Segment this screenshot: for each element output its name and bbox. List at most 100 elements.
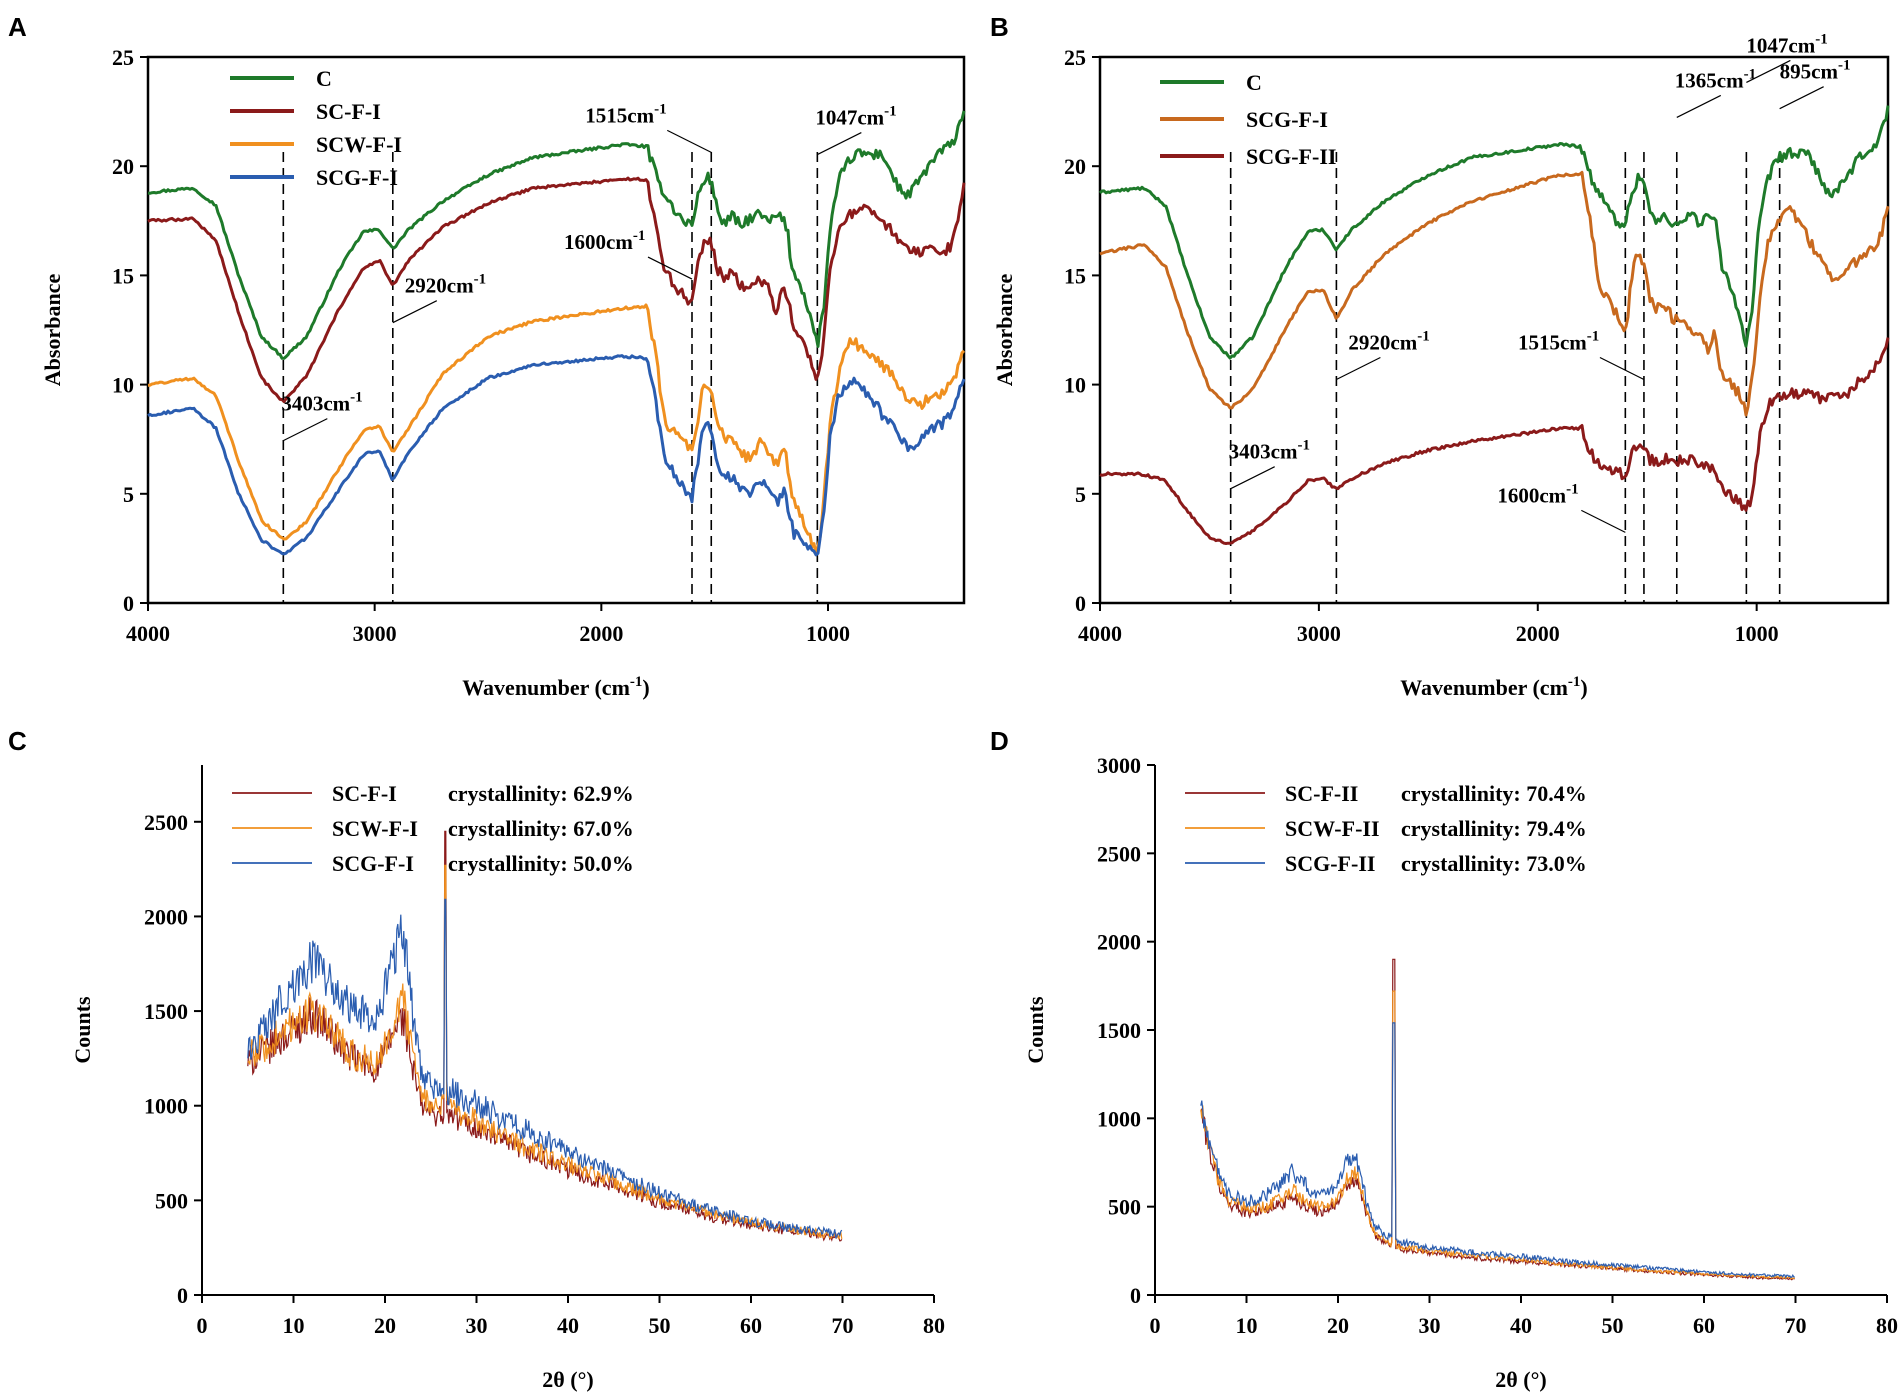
series-line-SCG-F-II xyxy=(1200,1022,1795,1279)
legend-label: SCW-F-I xyxy=(316,132,402,157)
x-tick-label: 80 xyxy=(1876,1313,1898,1338)
x-tick-label: 3000 xyxy=(1297,621,1341,646)
y-tick-label: 1500 xyxy=(1097,1018,1141,1043)
panel-label-d: D xyxy=(990,726,1009,756)
series-line-SC-F-I xyxy=(147,176,966,404)
annotation-leader xyxy=(1336,356,1381,381)
x-tick-label: 60 xyxy=(740,1313,762,1338)
series-line-SCW-F-I xyxy=(247,864,843,1240)
peak-annotation: 1047cm-1 xyxy=(1746,31,1827,57)
series-line-SCW-F-II xyxy=(1200,990,1795,1280)
y-axis-title: Absorbance xyxy=(992,274,1017,387)
x-tick-label: 1000 xyxy=(806,621,850,646)
panel-c-xrd-chart: 0 500 1000 1500 2000 2500 0 10 20 30 40 50 60 70 80 2θ … xyxy=(70,765,945,1392)
panel-label-c: C xyxy=(8,726,27,756)
crystallinity-label: crystallinity: 73.0% xyxy=(1401,851,1587,876)
x-tick-label: 10 xyxy=(283,1313,305,1338)
x-tick-label: 30 xyxy=(1419,1313,1441,1338)
x-tick-label: 70 xyxy=(832,1313,854,1338)
legend-label: SCW-F-II xyxy=(1285,816,1380,841)
y-axis-title: Counts xyxy=(70,996,95,1064)
panel-b-ftir-chart: 0 5 10 15 20 25 4000 3000 2000 1000 Wavenumber (cm… xyxy=(992,31,1890,700)
x-tick-label: 4000 xyxy=(126,621,170,646)
y-axis-title: Absorbance xyxy=(40,274,65,387)
x-tick-label: 0 xyxy=(197,1313,208,1338)
annotation-leader xyxy=(1779,86,1824,110)
y-tick-label: 1000 xyxy=(144,1094,188,1119)
peak-annotation: 895cm-1 xyxy=(1780,58,1851,84)
y-tick-label: 2500 xyxy=(1097,841,1141,866)
x-tick-label: 4000 xyxy=(1078,621,1122,646)
x-tick-label: 40 xyxy=(557,1313,579,1338)
series-line-C xyxy=(1098,105,1890,360)
annotation-leader xyxy=(1746,59,1791,84)
annotation-leader xyxy=(1230,466,1275,490)
series-line-SC-F-II xyxy=(1200,958,1795,1281)
series-line-C xyxy=(147,110,966,360)
y-tick-label: 2500 xyxy=(144,810,188,835)
y-tick-label: 0 xyxy=(177,1283,188,1308)
x-tick-label: 3000 xyxy=(353,621,397,646)
panel-d-xrd-chart: 0 500 1000 1500 2000 2500 3000 0 10 20 30 40 50 60 70 8… xyxy=(1023,753,1898,1392)
legend-label: SCG-F-II xyxy=(1246,144,1336,169)
crystallinity-label: crystallinity: 50.0% xyxy=(448,851,634,876)
legend-label: C xyxy=(1246,70,1262,95)
x-tick-label: 30 xyxy=(466,1313,488,1338)
y-tick-label: 10 xyxy=(1064,373,1086,398)
peak-annotation: 2920cm-1 xyxy=(1348,328,1429,354)
series-line-SCG-F-I xyxy=(147,354,966,557)
panel-a-ftir-chart: 0 5 10 15 20 25 4000 3000 2000 1000 Wavenumber (cm… xyxy=(40,45,966,700)
y-tick-label: 0 xyxy=(1130,1283,1141,1308)
annotation-leader xyxy=(392,300,438,324)
x-tick-label: 70 xyxy=(1785,1313,1807,1338)
series-line-SCG-F-I xyxy=(247,898,843,1239)
y-tick-label: 0 xyxy=(1075,591,1086,616)
x-axis-title: Wavenumber (cm-1) xyxy=(462,674,649,700)
annotation-leader xyxy=(817,132,862,156)
peak-annotation: 2920cm-1 xyxy=(405,272,486,298)
legend-label: SCW-F-I xyxy=(332,816,418,841)
y-axis-title: Counts xyxy=(1023,996,1048,1064)
y-tick-label: 0 xyxy=(123,591,134,616)
x-tick-label: 50 xyxy=(649,1313,671,1338)
legend-label: SCG-F-II xyxy=(1285,851,1375,876)
x-axis-title: Wavenumber (cm-1) xyxy=(1400,674,1587,700)
x-tick-label: 2000 xyxy=(579,621,623,646)
x-axis-title: 2θ (°) xyxy=(1495,1367,1546,1392)
legend-label: SCG-F-I xyxy=(316,165,398,190)
y-tick-label: 15 xyxy=(1064,263,1086,288)
peak-annotation: 1515cm-1 xyxy=(1518,328,1599,354)
crystallinity-label: crystallinity: 67.0% xyxy=(448,816,634,841)
panel-label-a: A xyxy=(8,12,27,42)
y-tick-label: 5 xyxy=(123,482,134,507)
plot-frame xyxy=(1098,55,1890,605)
y-tick-label: 2000 xyxy=(1097,930,1141,955)
series-line-SCW-F-I xyxy=(148,303,966,557)
legend-label: SC-F-II xyxy=(1285,781,1358,806)
y-tick-label: 1500 xyxy=(144,999,188,1024)
series-line-SCG-F-I xyxy=(1099,170,1890,417)
annotation-leader xyxy=(666,129,712,153)
y-tick-label: 20 xyxy=(1064,154,1086,179)
x-tick-label: 1000 xyxy=(1735,621,1779,646)
y-tick-label: 3000 xyxy=(1097,753,1141,778)
x-tick-label: 10 xyxy=(1236,1313,1258,1338)
crystallinity-label: crystallinity: 62.9% xyxy=(448,781,634,806)
peak-annotation: 3403cm-1 xyxy=(281,390,362,416)
peak-annotation: 1600cm-1 xyxy=(1497,481,1578,507)
legend-label: SCG-F-I xyxy=(332,851,414,876)
series-line-SCG-F-II xyxy=(1099,337,1890,545)
y-tick-label: 5 xyxy=(1075,482,1086,507)
x-axis-title: 2θ (°) xyxy=(542,1367,593,1392)
legend-label: C xyxy=(316,66,332,91)
annotation-leader xyxy=(1599,356,1645,381)
x-tick-label: 80 xyxy=(923,1313,945,1338)
peak-annotation: 1600cm-1 xyxy=(564,228,645,254)
x-tick-label: 60 xyxy=(1693,1313,1715,1338)
annotation-leader xyxy=(283,418,328,442)
y-tick-label: 25 xyxy=(1064,45,1086,70)
legend-label: SC-F-I xyxy=(316,99,381,124)
x-tick-label: 20 xyxy=(1327,1313,1349,1338)
y-tick-label: 15 xyxy=(112,263,134,288)
